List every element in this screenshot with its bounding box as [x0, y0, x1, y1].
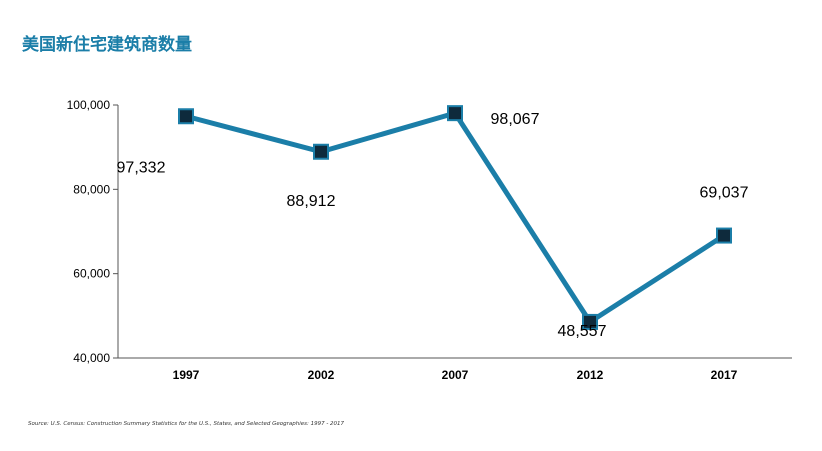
data-point-marker: [178, 108, 194, 125]
series-line: [185, 110, 726, 325]
y-tick-label: 40,000: [73, 351, 110, 365]
data-label: 48,557: [558, 323, 607, 340]
x-axis-ticks: 1997 2002 2007 2012 2017: [173, 368, 738, 382]
data-label: 69,037: [700, 185, 749, 202]
data-label: 98,067: [491, 111, 540, 128]
y-tick-label: 100,000: [67, 98, 111, 112]
data-point-marker: [716, 227, 732, 244]
data-point-marker: [447, 105, 463, 122]
chart-title: 美国新住宅建筑商数量: [22, 35, 192, 55]
x-tick-label: 2007: [442, 368, 469, 382]
y-tick-label: 60,000: [73, 267, 110, 281]
data-label: 88,912: [287, 193, 336, 210]
x-tick-label: 1997: [173, 368, 200, 382]
data-point-marker: [313, 143, 329, 160]
x-tick-label: 2017: [711, 368, 738, 382]
axes: [117, 105, 792, 359]
y-tick-label: 80,000: [73, 182, 110, 196]
source-note: Source: U.S. Census: Construction Summar…: [28, 421, 345, 427]
data-point-marker: [582, 313, 598, 330]
y-axis-ticks: 40,000 60,000 80,000 100,000: [67, 98, 118, 365]
x-tick-label: 2002: [308, 368, 335, 382]
data-labels: 97,332 88,912 98,067 48,557 69,037: [117, 111, 749, 340]
x-tick-label: 2012: [577, 368, 604, 382]
series-group: [178, 105, 732, 330]
data-label: 97,332: [117, 159, 166, 176]
